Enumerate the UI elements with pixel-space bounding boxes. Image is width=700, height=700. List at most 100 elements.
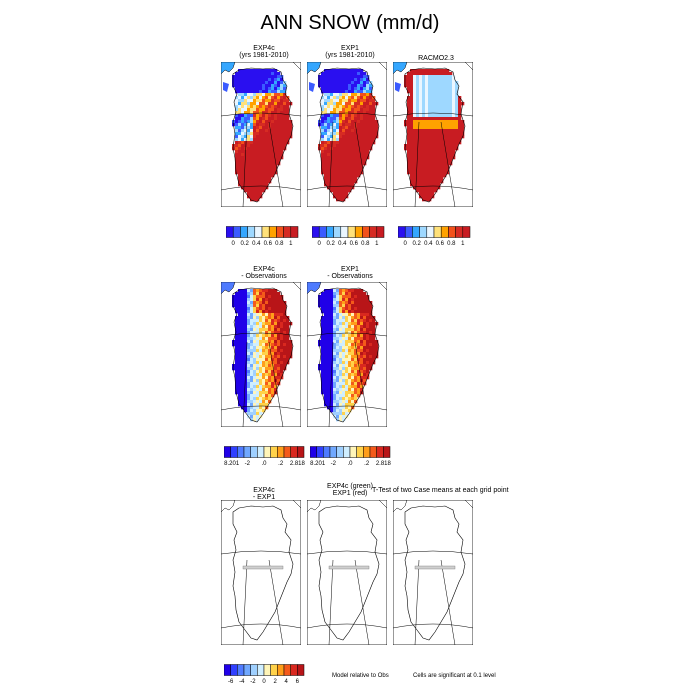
colorbar-swatch bbox=[356, 446, 364, 458]
colorbar-swatch bbox=[232, 226, 241, 238]
colorbar-swatch bbox=[336, 446, 344, 458]
colorbar-swatch bbox=[312, 226, 320, 238]
colorbar-swatch bbox=[316, 446, 324, 458]
colorbar-swatch bbox=[369, 446, 377, 458]
significance-note: Cells are significant at 0.1 level bbox=[413, 673, 496, 679]
colorbar-swatch bbox=[369, 226, 378, 238]
colorbar-swatch bbox=[347, 226, 356, 238]
colorbar-swatch bbox=[362, 226, 370, 238]
colorbar-swatch bbox=[257, 664, 265, 676]
colorbar-tick-label: 6 bbox=[296, 679, 300, 685]
colorbar-swatch bbox=[462, 226, 471, 238]
colorbar-swatch bbox=[376, 226, 385, 238]
colorbar-swatch bbox=[290, 664, 298, 676]
colorbar-swatch bbox=[276, 226, 284, 238]
map-panel-ttest-2 bbox=[307, 500, 387, 645]
colorbar-swatch bbox=[224, 664, 231, 676]
colorbar-swatch bbox=[257, 446, 265, 458]
colorbar-swatch bbox=[270, 446, 278, 458]
colorbar-swatch bbox=[333, 226, 342, 238]
colorbar-exp4c: 0 0.2 0.4 0.6 0.8 1 bbox=[226, 226, 299, 247]
colorbar-swatch bbox=[261, 226, 270, 238]
colorbar-exp4c-diff: -8.201 -2 .0 .2 2.818 bbox=[224, 446, 306, 467]
colorbar-tick-label: .0 bbox=[347, 461, 353, 467]
colorbar-tick-label: 0.8 bbox=[361, 241, 370, 247]
panel-title-exp1-row1: EXP1 (yrs 1981-2010) bbox=[325, 45, 375, 59]
model-relative-note: Model relative to Obs bbox=[332, 673, 389, 679]
colorbar-tick-label: -8.201 bbox=[310, 461, 326, 467]
colorbar-swatch bbox=[268, 226, 277, 238]
colorbar-swatch bbox=[433, 226, 442, 238]
page-title: ANN SNOW (mm/d) bbox=[260, 12, 440, 34]
colorbar-tick-label: 0.2 bbox=[241, 241, 250, 247]
colorbar-exp1-diff: -8.201 -2 .0 .2 2.818 bbox=[310, 446, 392, 467]
colorbar-swatch bbox=[354, 226, 363, 238]
colorbar-swatch bbox=[247, 226, 256, 238]
panel-title-exp4c-obs: EXP4c - Observations bbox=[241, 266, 287, 280]
panel-title-exp4c-exp1: EXP4c - EXP1 bbox=[252, 487, 276, 501]
colorbar-tick-label: .2 bbox=[278, 461, 284, 467]
colorbar-swatch bbox=[404, 226, 413, 238]
colorbar-tick-label: -4 bbox=[239, 679, 245, 685]
colorbar-swatch bbox=[440, 226, 449, 238]
colorbar-swatch bbox=[277, 446, 285, 458]
colorbar-swatch bbox=[343, 446, 351, 458]
colorbar-swatch bbox=[254, 226, 263, 238]
colorbar-swatch bbox=[237, 446, 245, 458]
colorbar-tick-label: 0 bbox=[318, 241, 322, 247]
map-panel-exp1-diff bbox=[307, 282, 387, 427]
colorbar-tick-label: -8.201 bbox=[224, 461, 240, 467]
colorbar-swatch bbox=[340, 226, 349, 238]
colorbar-racmo: 0 0.2 0.4 0.6 0.8 1 bbox=[398, 226, 471, 247]
colorbar-tick-label: 1 bbox=[461, 241, 465, 247]
ttest-note: T-Test of two Case means at each grid po… bbox=[372, 487, 509, 494]
colorbar-swatch bbox=[230, 446, 238, 458]
colorbar-swatch bbox=[283, 446, 291, 458]
colorbar-swatch bbox=[455, 226, 464, 238]
colorbar-swatch bbox=[240, 226, 248, 238]
colorbar-tick-label: .2 bbox=[364, 461, 370, 467]
colorbar-tick-label: 0.8 bbox=[275, 241, 284, 247]
colorbar-swatch bbox=[263, 664, 271, 676]
colorbar-tick-label: 0 bbox=[232, 241, 236, 247]
colorbar-swatch bbox=[329, 446, 337, 458]
colorbar-swatch bbox=[297, 664, 305, 676]
colorbar-tick-label: 1 bbox=[375, 241, 379, 247]
colorbar-swatch bbox=[398, 226, 406, 238]
panel-title-green-red: EXP4c (green) EXP1 (red) bbox=[327, 483, 373, 497]
colorbar-swatch bbox=[226, 226, 234, 238]
colorbar-swatch bbox=[243, 664, 251, 676]
colorbar-exp1: 0 0.2 0.4 0.6 0.8 1 bbox=[312, 226, 385, 247]
colorbar-swatch bbox=[283, 664, 291, 676]
colorbar-tick-label: 2.818 bbox=[376, 461, 392, 467]
colorbar-tick-label: 0.4 bbox=[424, 241, 433, 247]
colorbar-swatch bbox=[363, 446, 371, 458]
colorbar-swatch bbox=[310, 446, 317, 458]
colorbar-tick-label: 0.6 bbox=[436, 241, 445, 247]
colorbar-swatch bbox=[263, 446, 271, 458]
map-panel-ttest-3 bbox=[393, 500, 473, 645]
colorbar-swatch bbox=[270, 664, 278, 676]
colorbar-tick-label: -2 bbox=[250, 679, 256, 685]
colorbar-swatch bbox=[323, 446, 331, 458]
colorbar-swatch bbox=[250, 446, 258, 458]
panel-title-exp4c-row1: EXP4c (yrs 1981-2010) bbox=[239, 45, 289, 59]
colorbar-swatch bbox=[250, 664, 258, 676]
map-panel-exp1 bbox=[307, 62, 387, 207]
colorbar-swatch bbox=[349, 446, 357, 458]
panel-title-racmo: RACMO2.3 bbox=[418, 55, 454, 62]
colorbar-swatch bbox=[277, 664, 285, 676]
colorbar-tick-label: 4 bbox=[285, 679, 289, 685]
colorbar-swatch bbox=[283, 226, 292, 238]
colorbar-swatch bbox=[290, 446, 298, 458]
colorbar-swatch bbox=[326, 226, 334, 238]
colorbar-swatch bbox=[448, 226, 456, 238]
colorbar-swatch bbox=[376, 446, 384, 458]
map-panel-ttest-1 bbox=[221, 500, 301, 645]
colorbar-tick-label: 0.2 bbox=[413, 241, 422, 247]
colorbar-swatch bbox=[426, 226, 435, 238]
colorbar-tick-label: 0 bbox=[404, 241, 408, 247]
colorbar-swatch bbox=[297, 446, 305, 458]
colorbar-tick-label: 0.2 bbox=[327, 241, 336, 247]
colorbar-ttest: -6 -4 -2 0 2 4 6 bbox=[224, 664, 305, 685]
